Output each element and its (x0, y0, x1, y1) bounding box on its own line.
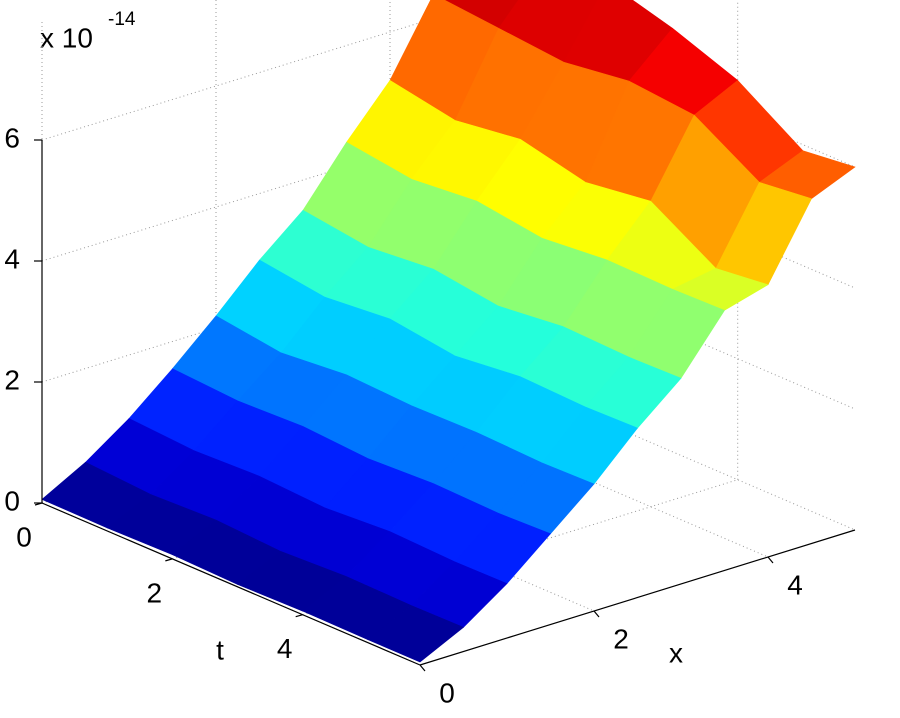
t-tick-label: 4 (277, 633, 293, 664)
x-axis (419, 529, 856, 666)
t-tick-label: 2 (147, 577, 163, 608)
z-multiplier: x 10 (40, 22, 93, 53)
x-tick (593, 610, 600, 618)
x-tick-label: 0 (439, 677, 455, 708)
x-tick (419, 664, 426, 672)
x-tick-label: 2 (613, 623, 629, 654)
x-tick-label: 4 (787, 569, 803, 600)
t-axis (41, 502, 421, 666)
z-tick-label: 2 (4, 364, 20, 395)
t-axis-label: t (216, 634, 224, 665)
surface-patch (367, 605, 465, 663)
t-tick (165, 558, 173, 562)
t-tick (34, 502, 43, 506)
x-axis-label: x (669, 637, 683, 668)
t-tick-label: 0 (16, 521, 32, 552)
z-multiplier-exponent: -14 (108, 9, 136, 30)
t-tick (295, 614, 303, 618)
z-tick-label: 0 (4, 485, 20, 516)
z-tick-label: 6 (4, 122, 20, 153)
z-tick-label: 4 (4, 243, 20, 274)
x-tick (767, 556, 774, 564)
